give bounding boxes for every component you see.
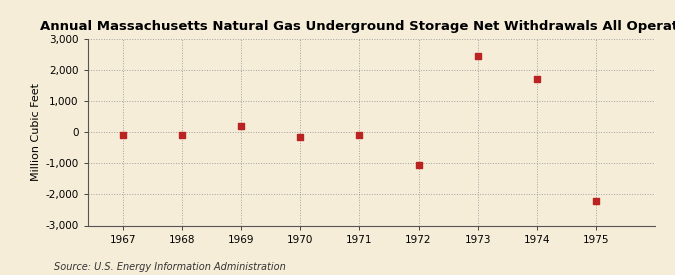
Point bbox=[413, 163, 424, 167]
Text: Source: U.S. Energy Information Administration: Source: U.S. Energy Information Administ… bbox=[54, 262, 286, 272]
Y-axis label: Million Cubic Feet: Million Cubic Feet bbox=[31, 83, 41, 181]
Point bbox=[472, 53, 483, 58]
Title: Annual Massachusetts Natural Gas Underground Storage Net Withdrawals All Operato: Annual Massachusetts Natural Gas Undergr… bbox=[40, 20, 675, 33]
Point bbox=[295, 134, 306, 139]
Point bbox=[177, 133, 188, 137]
Point bbox=[117, 133, 128, 137]
Point bbox=[354, 133, 364, 137]
Point bbox=[531, 77, 542, 81]
Point bbox=[590, 198, 601, 203]
Point bbox=[236, 123, 247, 128]
